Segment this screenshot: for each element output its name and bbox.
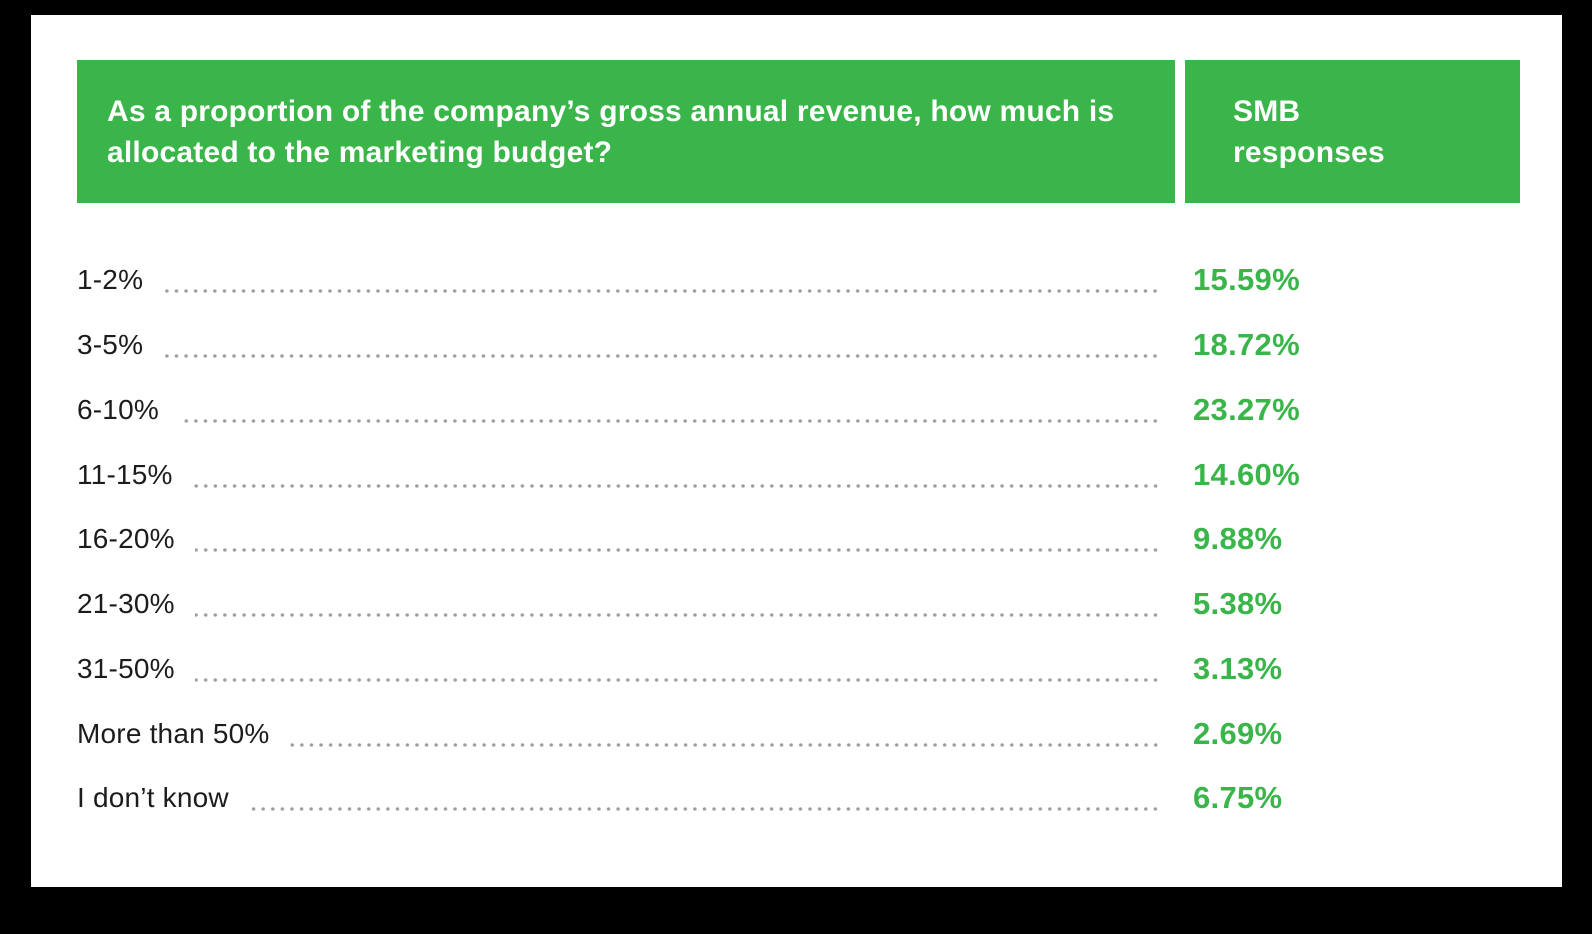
dot-leader xyxy=(194,613,1160,618)
category-label: 6-10% xyxy=(77,393,159,425)
responses-column-label: SMB responses xyxy=(1233,94,1385,169)
table-row: 1-2% 15.59% xyxy=(77,248,1520,313)
category-label: 16-20% xyxy=(77,523,175,555)
response-rows: 1-2% 15.59% 3-5% 18.72% 6-10% 23.27% 11-15% 14.… xyxy=(77,248,1520,831)
table-row: 3-5% 18.72% xyxy=(77,313,1520,378)
dot-leader xyxy=(192,483,1160,488)
dot-leader xyxy=(194,677,1160,682)
dot-leader xyxy=(163,289,1160,294)
response-value: 5.38% xyxy=(1193,586,1283,622)
infographic-card: As a proportion of the company’s gross a… xyxy=(31,15,1562,887)
dot-leader xyxy=(289,742,1160,747)
table-row: 11-15% 14.60% xyxy=(77,442,1520,507)
table-row: 31-50% 3.13% xyxy=(77,637,1520,702)
response-value: 23.27% xyxy=(1193,391,1300,427)
table-row: 16-20% 9.88% xyxy=(77,507,1520,572)
category-label: 1-2% xyxy=(77,264,144,296)
table-row: I don’t know 6.75% xyxy=(77,766,1520,831)
dot-leader xyxy=(163,354,1160,359)
response-value: 6.75% xyxy=(1193,780,1283,816)
category-label: 11-15% xyxy=(77,458,173,490)
table-header: As a proportion of the company’s gross a… xyxy=(77,60,1520,203)
category-label: More than 50% xyxy=(77,717,270,749)
table-row: 21-30% 5.38% xyxy=(77,572,1520,637)
table-row: 6-10% 23.27% xyxy=(77,378,1520,443)
dot-leader xyxy=(178,418,1160,423)
response-value: 2.69% xyxy=(1193,715,1283,751)
category-label: 31-50% xyxy=(77,652,175,684)
category-label: 21-30% xyxy=(77,588,175,620)
response-value: 14.60% xyxy=(1193,456,1300,492)
question-text: As a proportion of the company’s gross a… xyxy=(107,94,1115,169)
dot-leader xyxy=(248,807,1160,812)
response-value: 15.59% xyxy=(1193,262,1300,298)
response-value: 9.88% xyxy=(1193,521,1283,557)
question-header-cell: As a proportion of the company’s gross a… xyxy=(77,60,1175,203)
table-row: More than 50% 2.69% xyxy=(77,701,1520,766)
category-label: 3-5% xyxy=(77,329,144,361)
response-value: 18.72% xyxy=(1193,327,1300,363)
dot-leader xyxy=(194,548,1160,553)
responses-header-cell: SMB responses xyxy=(1185,60,1520,203)
category-label: I don’t know xyxy=(77,782,229,814)
response-value: 3.13% xyxy=(1193,650,1283,686)
